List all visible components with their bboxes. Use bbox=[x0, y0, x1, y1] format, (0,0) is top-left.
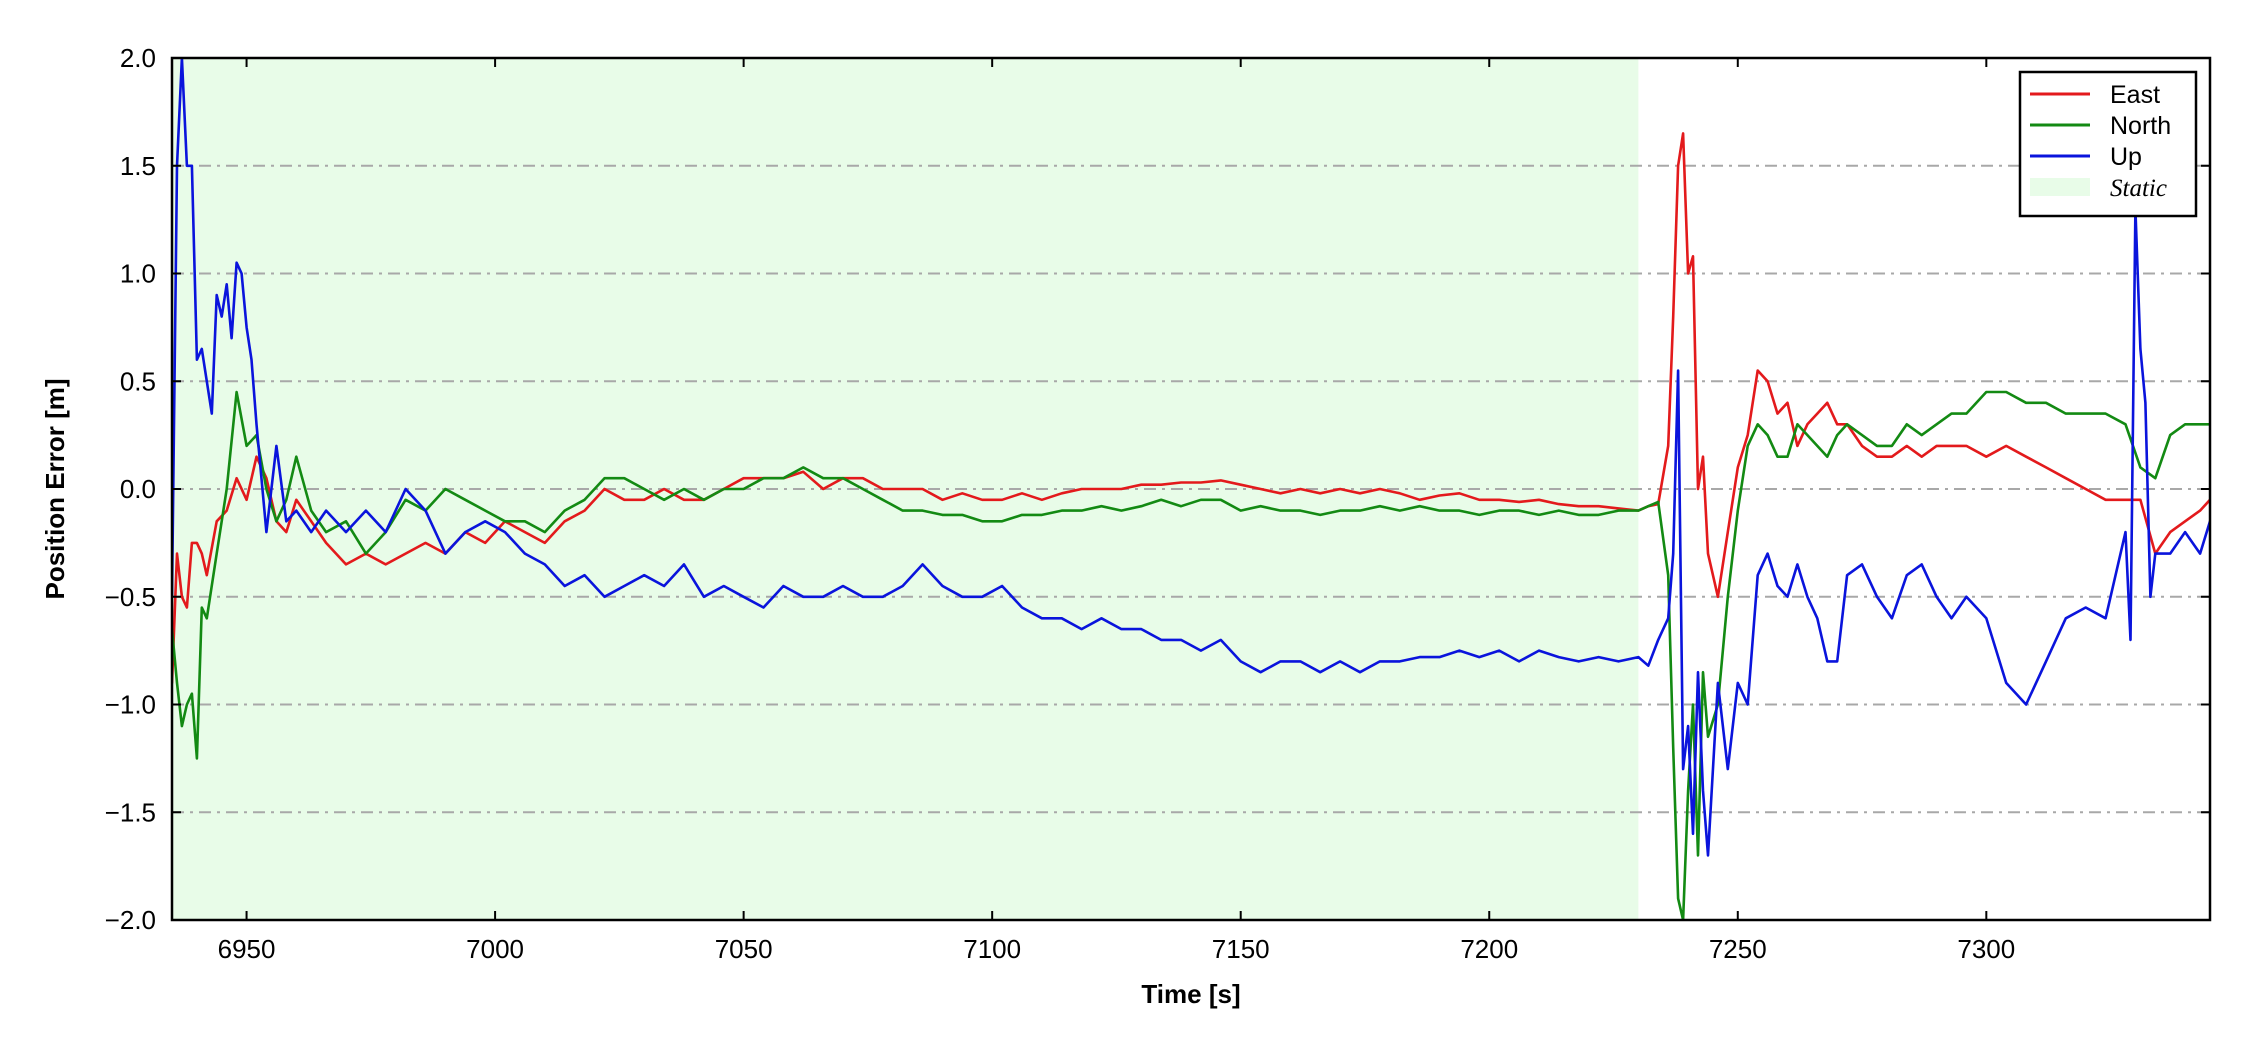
series-layer bbox=[172, 58, 2210, 920]
y-tick-label-7: −1.5 bbox=[105, 797, 156, 827]
y-tick-label-4: 0.0 bbox=[120, 474, 156, 504]
y-tick-label-0: 2.0 bbox=[120, 43, 156, 73]
legend-label-east: East bbox=[2110, 81, 2160, 109]
y-tick-label-2: 1.0 bbox=[120, 259, 156, 289]
legend-swatch-static bbox=[2030, 178, 2090, 196]
series-line-up bbox=[172, 58, 2210, 857]
x-tick-label-1: 7000 bbox=[466, 934, 524, 964]
y-tick-label-8: −2.0 bbox=[105, 905, 156, 935]
x-tick-label-5: 7200 bbox=[1460, 934, 1518, 964]
x-tick-label-3: 7100 bbox=[963, 934, 1021, 964]
tick-layer: 6950 7000 7050 7100 7150 7200 7250 7300 2.0 1.5 1.… bbox=[105, 43, 2210, 964]
series-line-east bbox=[172, 132, 2210, 685]
legend-label-static: Static bbox=[2110, 175, 2167, 202]
y-tick-label-5: −0.5 bbox=[105, 582, 156, 612]
legend-label-north: North bbox=[2110, 112, 2171, 140]
x-axis-label: Time [s] bbox=[1141, 979, 1240, 1009]
y-tick-label-3: 0.5 bbox=[120, 366, 156, 396]
legend: East North Up Static bbox=[2018, 70, 2198, 218]
x-tick-label-4: 7150 bbox=[1212, 934, 1270, 964]
y-tick-label-1: 1.5 bbox=[120, 151, 156, 181]
series-line-north bbox=[172, 390, 2210, 920]
x-tick-label-6: 7250 bbox=[1709, 934, 1767, 964]
x-tick-label-0: 6950 bbox=[218, 934, 276, 964]
y-axis-label: Position Error [m] bbox=[40, 378, 70, 599]
legend-label-up: Up bbox=[2110, 143, 2142, 171]
grid-layer bbox=[172, 164, 2210, 814]
x-tick-label-7: 7300 bbox=[1957, 934, 2015, 964]
y-tick-label-6: −1.0 bbox=[105, 690, 156, 720]
x-tick-label-2: 7050 bbox=[715, 934, 773, 964]
